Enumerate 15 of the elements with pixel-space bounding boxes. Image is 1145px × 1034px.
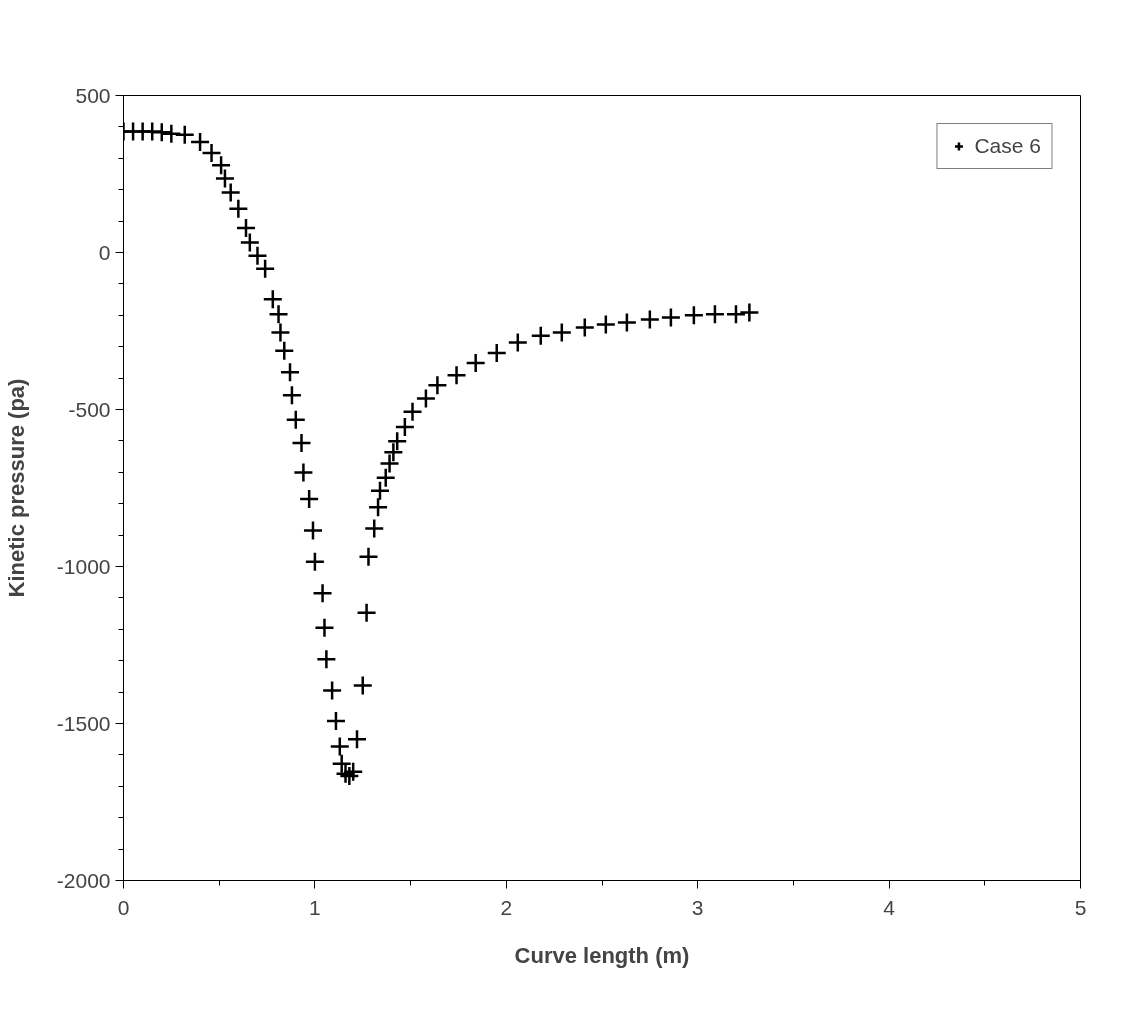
x-tick-label: 5 bbox=[1074, 895, 1087, 919]
x-tick-label: 0 bbox=[117, 895, 130, 919]
y-tick-label: 500 bbox=[75, 83, 111, 107]
x-tick-label: 1 bbox=[309, 895, 321, 919]
x-tick-label: 3 bbox=[691, 895, 704, 919]
y-tick-label: -1000 bbox=[56, 554, 111, 578]
x-tick-label: 2 bbox=[500, 895, 513, 919]
y-tick-label: 0 bbox=[98, 240, 111, 264]
y-tick-label: -1500 bbox=[56, 711, 111, 735]
x-axis-title: Curve length (m) bbox=[514, 942, 690, 968]
x-tick-label: 4 bbox=[883, 895, 896, 919]
y-tick-label: -2000 bbox=[56, 868, 111, 892]
y-tick-label: -500 bbox=[68, 397, 111, 421]
y-axis-title: Kinetic pressure (pa) bbox=[3, 378, 29, 598]
legend-label: Case 6 bbox=[974, 134, 1041, 158]
